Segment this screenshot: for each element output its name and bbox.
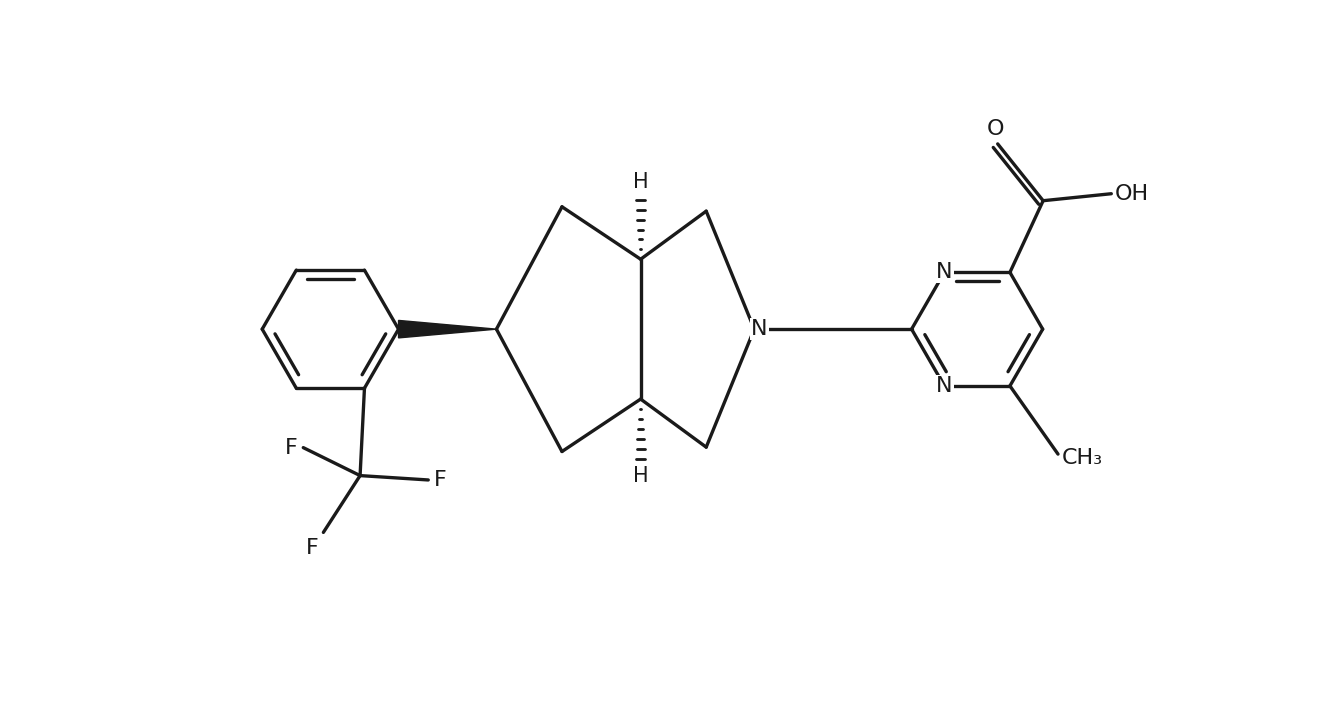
Text: F: F — [433, 470, 447, 490]
Text: OH: OH — [1114, 184, 1149, 204]
Text: H: H — [633, 172, 648, 192]
Text: H: H — [633, 466, 648, 486]
Text: CH₃: CH₃ — [1061, 449, 1102, 468]
Text: N: N — [937, 376, 953, 396]
Text: F: F — [305, 538, 318, 557]
Polygon shape — [399, 320, 497, 338]
Text: F: F — [285, 437, 298, 458]
Text: N: N — [751, 319, 767, 339]
Text: N: N — [937, 263, 953, 282]
Text: O: O — [987, 119, 1004, 139]
